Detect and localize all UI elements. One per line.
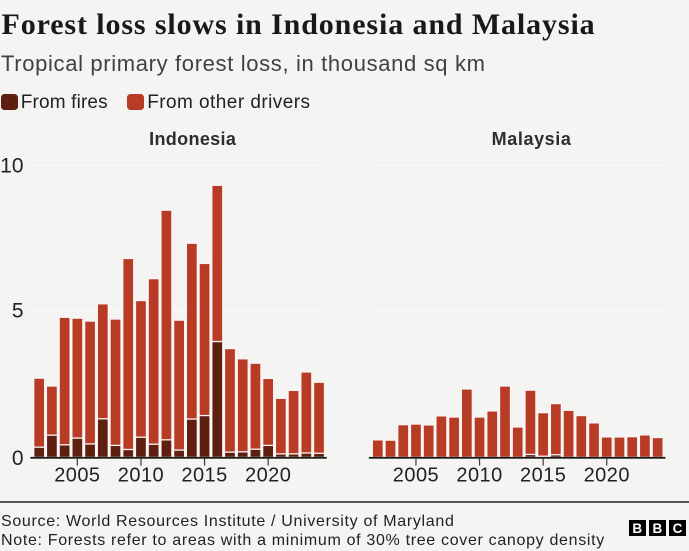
svg-text:0: 0 [12, 447, 24, 470]
svg-text:2015: 2015 [181, 464, 227, 486]
svg-text:2010: 2010 [456, 464, 502, 486]
svg-text:2005: 2005 [393, 464, 439, 486]
svg-text:5: 5 [12, 300, 24, 323]
svg-text:2010: 2010 [118, 464, 164, 486]
svg-text:2015: 2015 [520, 464, 566, 486]
svg-text:10: 10 [0, 155, 23, 178]
svg-text:2005: 2005 [54, 464, 100, 486]
svg-text:2020: 2020 [245, 464, 291, 486]
svg-text:2020: 2020 [584, 464, 630, 486]
